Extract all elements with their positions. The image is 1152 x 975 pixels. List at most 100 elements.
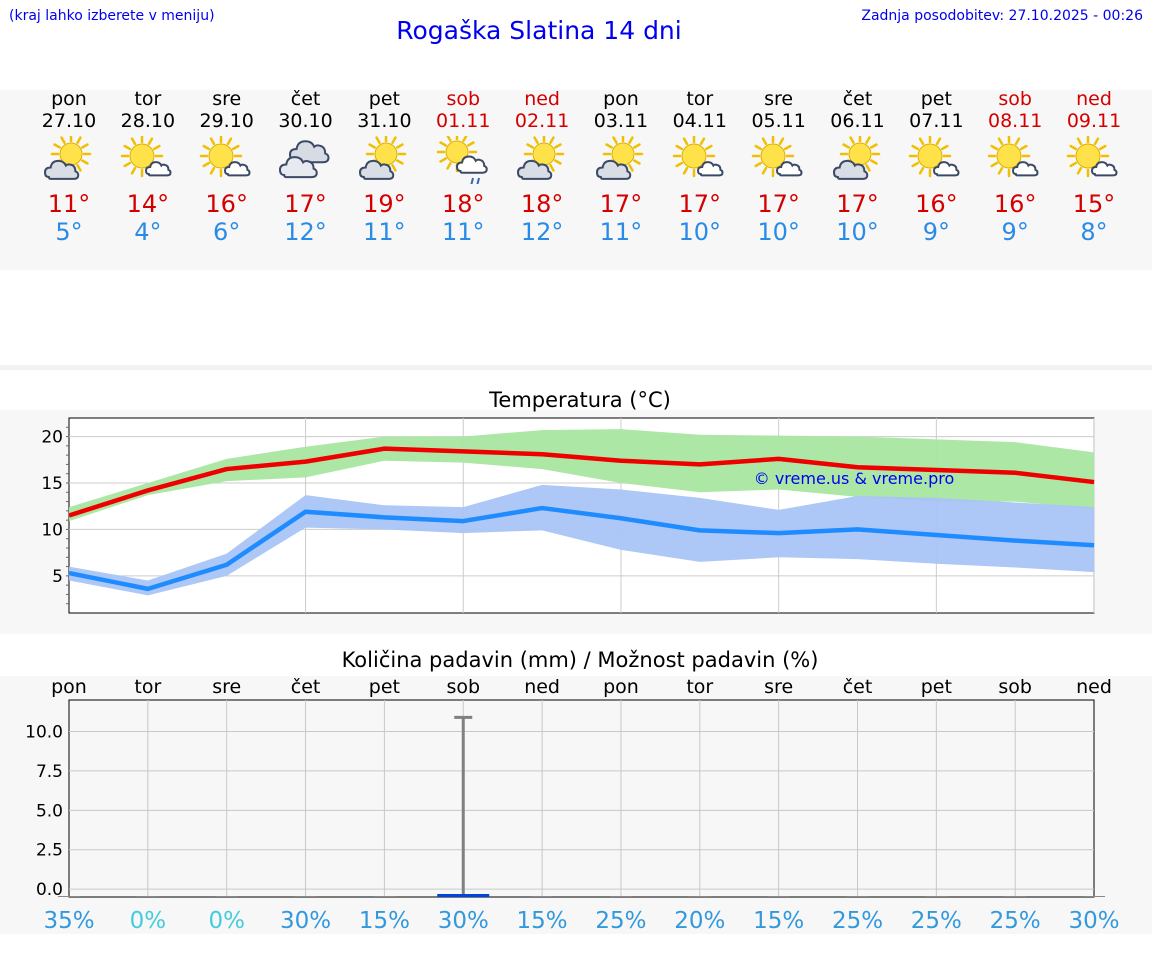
precip-chance-label: 15% — [753, 908, 804, 934]
day-name: tor — [686, 88, 714, 110]
max-temperature: 17° — [757, 190, 800, 218]
sun-cloud-icon — [517, 136, 565, 180]
page-title: Rogaška Slatina 14 dni — [396, 16, 682, 45]
x-day-label: pon — [603, 676, 639, 698]
precip-bar — [531, 896, 554, 897]
min-temperature: 11° — [599, 218, 643, 246]
y-tick-label: 5 — [52, 567, 63, 587]
x-day-label: sre — [764, 676, 793, 698]
precipitation-chart-title: Količina padavin (mm) / Možnost padavin … — [341, 648, 819, 672]
location-hint[interactable]: (kraj lahko izberete v meniju) — [9, 8, 215, 24]
max-temperature-line — [68, 446, 1095, 518]
y-tick-label: 10.0 — [25, 723, 63, 743]
y-tick-label: 7.5 — [36, 762, 63, 782]
y-tick-label: 10 — [41, 520, 63, 540]
sun-small-cloud-icon — [1066, 136, 1118, 178]
day-column: čet 30.10 17° 12° — [256, 88, 356, 246]
precip-bar — [609, 896, 632, 897]
day-column: pon 03.11 17° 11° — [571, 88, 671, 246]
day-date: 06.11 — [830, 110, 885, 132]
max-temperature: 16° — [993, 190, 1037, 218]
day-column: ned 02.11 18° 12° — [492, 88, 592, 246]
day-date: 08.11 — [987, 110, 1043, 132]
x-day-label: ned — [1076, 676, 1112, 698]
day-date: 02.11 — [514, 110, 570, 132]
day-name: ned — [524, 88, 560, 110]
y-tick-label: 0.0 — [36, 880, 63, 900]
precip-bar — [767, 896, 790, 897]
x-day-label: sob — [446, 676, 480, 698]
min-temperature: 10° — [757, 218, 800, 246]
day-column: sob 08.11 16° 9° — [965, 88, 1065, 246]
day-column: pon 27.10 11° 5° — [19, 88, 119, 246]
precip-bar — [136, 896, 159, 897]
min-temperature: 5° — [55, 218, 83, 246]
precipitation-chart: pon tor sre čet pet sob ned pon tor sre čet pet sob n… — [25, 676, 1119, 934]
min-temperature: 11° — [363, 218, 406, 246]
precip-bar — [1083, 896, 1106, 897]
sun-cloud-icon — [832, 136, 880, 180]
min-temperature: 10° — [836, 218, 879, 246]
day-name: čet — [842, 88, 873, 110]
x-day-label: pet — [921, 676, 952, 698]
precip-chance-label: 25% — [595, 908, 646, 934]
min-temperature: 11° — [441, 218, 485, 246]
precip-bar — [373, 896, 396, 897]
day-forecast-row: pon 27.10 11° 5° tor 28.10 14° 4° sre 29.10 16° 6° č… — [0, 88, 1152, 268]
max-temperature: 11° — [47, 190, 91, 218]
overcast-icon — [278, 140, 330, 179]
sun-cloud-icon — [44, 136, 92, 180]
max-temperature: 18° — [520, 190, 564, 218]
day-column: pet 07.11 16° 9° — [886, 88, 986, 246]
day-name: sob — [998, 88, 1032, 110]
divider — [0, 365, 1152, 370]
sun-small-cloud-icon — [987, 136, 1039, 178]
sun-small-cloud-icon — [751, 136, 803, 178]
precip-chance-label: 30% — [280, 908, 331, 934]
day-date: 01.11 — [436, 110, 491, 132]
min-temperature-line — [68, 505, 1095, 592]
forecast-band — [0, 90, 1152, 270]
day-column: sre 05.11 17° 10° — [729, 88, 829, 246]
min-temperature: 10° — [678, 218, 722, 246]
day-name: pon — [603, 88, 639, 110]
day-name: pet — [368, 88, 400, 110]
day-date: 05.11 — [751, 110, 806, 132]
x-day-label: čet — [291, 676, 321, 698]
max-temperature: 18° — [441, 190, 485, 218]
last-updated: Zadnja posodobitev: 27.10.2025 - 00:26 — [861, 8, 1143, 24]
precip-chance-label: 30% — [1068, 908, 1119, 934]
min-temperature: 8° — [1080, 218, 1108, 246]
precip-bar — [437, 894, 490, 897]
day-date: 04.11 — [672, 110, 727, 132]
min-temperature: 6° — [213, 218, 241, 246]
min-temperature: 4° — [134, 218, 162, 246]
day-date: 03.11 — [593, 110, 649, 132]
max-temperature: 14° — [126, 190, 170, 218]
plot-area — [68, 699, 1095, 898]
temperature-chart: 5 10 15 20 © vreme.us & vreme.pro — [41, 417, 1095, 614]
precip-chance-label: 25% — [990, 908, 1041, 934]
sun-cloud-icon — [359, 136, 407, 180]
x-day-label: pet — [369, 676, 400, 698]
precip-bar — [1004, 896, 1027, 897]
sun-small-cloud-icon — [199, 136, 251, 178]
max-temperature: 17° — [599, 190, 643, 218]
x-day-label: sre — [212, 676, 241, 698]
day-name: čet — [290, 88, 321, 110]
max-temperature: 17° — [284, 190, 327, 218]
sun-cloud-icon — [595, 136, 644, 180]
day-column: sob 01.11 18° 11° — [413, 88, 513, 246]
precip-chance-label: 25% — [911, 908, 962, 934]
y-tick-label: 5.0 — [36, 801, 63, 821]
sun-small-cloud-icon — [672, 136, 724, 178]
max-temperature-band — [69, 429, 1095, 522]
day-column: čet 06.11 17° 10° — [808, 88, 908, 246]
max-temperature: 16° — [205, 190, 248, 218]
y-tick-label: 2.5 — [36, 841, 63, 861]
day-name: sob — [446, 88, 481, 110]
precip-bar — [846, 896, 869, 897]
day-date: 30.10 — [278, 110, 333, 132]
max-temperature: 15° — [1072, 190, 1116, 218]
day-date: 29.10 — [199, 110, 254, 132]
